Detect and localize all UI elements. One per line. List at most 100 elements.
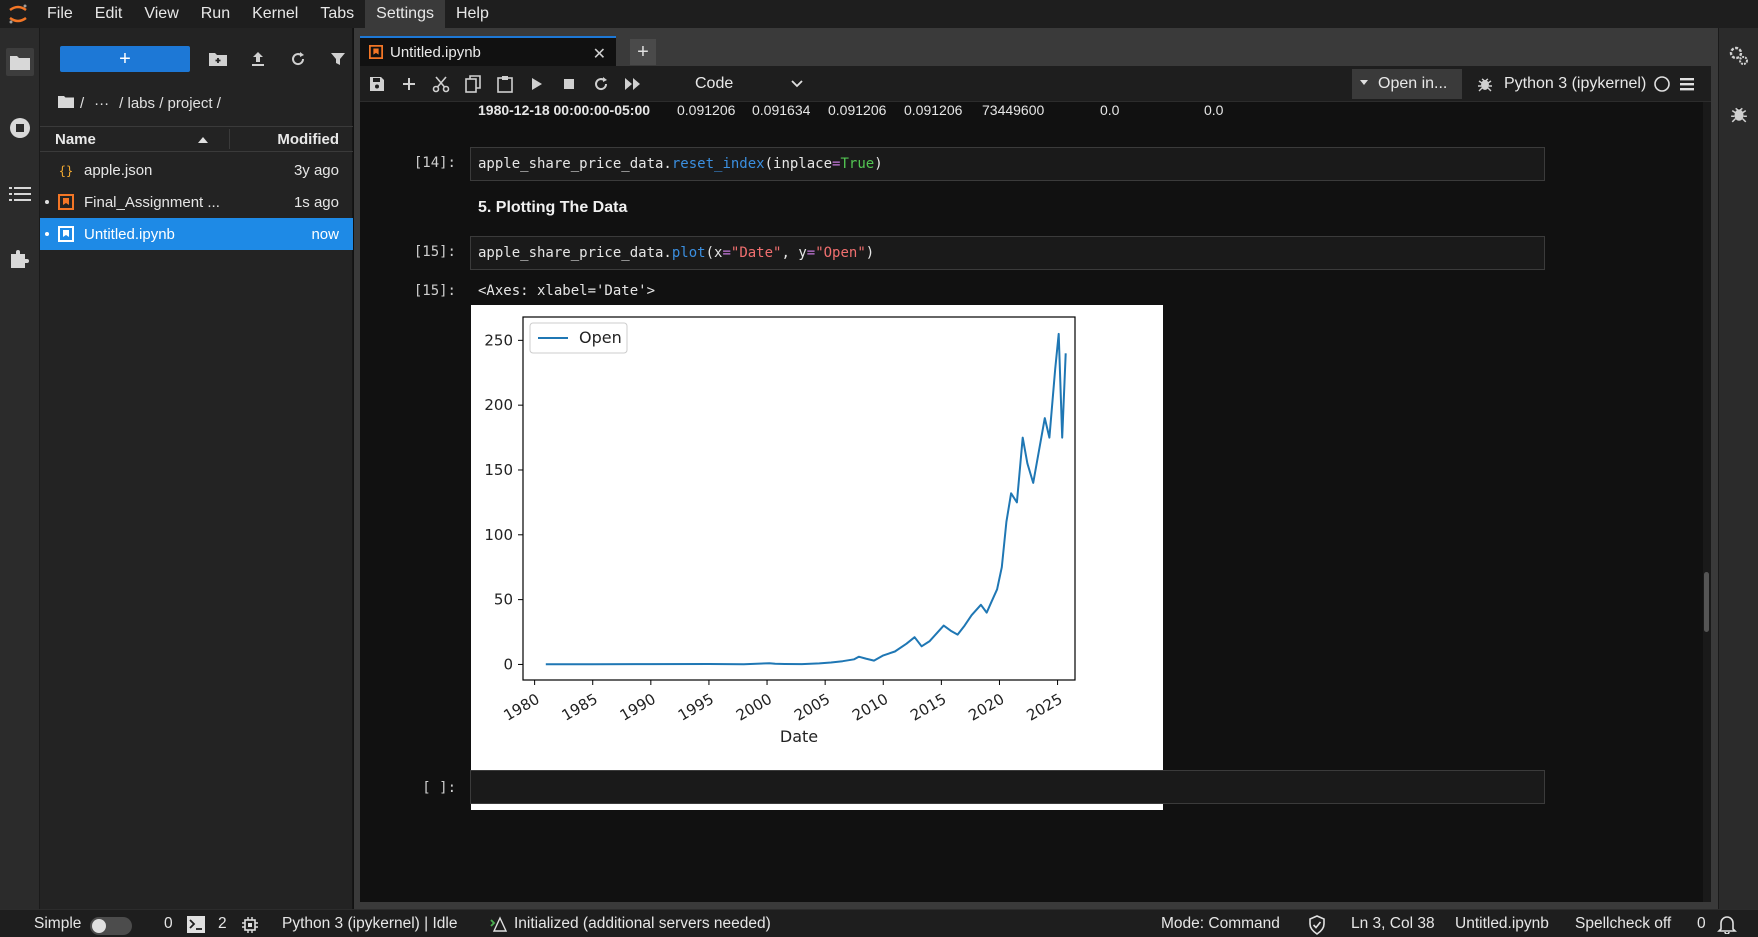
restart-run-all-icon[interactable]: [620, 71, 646, 97]
notebook-scrollbar[interactable]: [1703, 102, 1711, 902]
trusted-shield-icon: [1308, 915, 1326, 937]
stop-icon[interactable]: [556, 71, 582, 97]
code-token: apple_share_price_data.: [478, 245, 672, 261]
file-browser-toolbar: +: [40, 46, 353, 74]
code-token: True: [840, 156, 875, 172]
terminal-count[interactable]: 0: [164, 915, 173, 932]
column-modified-header[interactable]: Modified: [277, 130, 339, 148]
file-row-final-assignment[interactable]: Final_Assignment ... 1s ago: [40, 186, 353, 218]
y-tick-label: 0: [503, 655, 513, 673]
y-tick-label: 100: [484, 526, 513, 544]
column-divider[interactable]: [229, 129, 230, 149]
open-in-button[interactable]: Open in...: [1352, 69, 1462, 99]
new-folder-icon[interactable]: [205, 46, 231, 72]
menu-tabs[interactable]: Tabs: [320, 5, 355, 22]
filter-icon[interactable]: [325, 46, 351, 72]
notebook-icon: [57, 225, 75, 243]
y-tick-label: 50: [494, 591, 513, 609]
empty-code-cell[interactable]: [470, 770, 1545, 804]
save-icon[interactable]: [364, 71, 390, 97]
hamburger-menu-icon[interactable]: [1674, 71, 1700, 97]
debugger-icon[interactable]: [1472, 71, 1498, 97]
left-activity-bar: [0, 28, 40, 909]
file-row-apple-json[interactable]: {} apple.json 3y ago: [40, 154, 353, 186]
new-launcher-button[interactable]: +: [60, 46, 190, 72]
upload-icon[interactable]: [245, 46, 271, 72]
copy-icon[interactable]: [460, 71, 486, 97]
code-token: apple_share_price_data.: [478, 156, 672, 172]
scrollbar-thumb[interactable]: [1704, 572, 1709, 632]
file-modified: 3y ago: [293, 161, 339, 179]
file-name: Final_Assignment ...: [84, 193, 219, 211]
refresh-icon[interactable]: [285, 46, 311, 72]
open-in-label: Open in...: [1378, 75, 1448, 92]
code-cell-15[interactable]: apple_share_price_data.plot(x="Date", y=…: [470, 236, 1545, 270]
cut-icon[interactable]: [428, 71, 454, 97]
property-inspector-icon[interactable]: [1725, 42, 1753, 70]
restart-kernel-icon[interactable]: [588, 71, 614, 97]
y-tick-label: 250: [484, 331, 513, 349]
kernel-status[interactable]: Python 3 (ipykernel) | Idle: [282, 915, 458, 932]
cell-14-prompt: [14]:: [413, 155, 456, 171]
file-browser-panel: + / ··· / labs / project / Name: [40, 28, 353, 909]
file-name: apple.json: [84, 161, 153, 179]
running-indicator: [45, 232, 49, 236]
kernel-count[interactable]: 2: [218, 915, 227, 932]
markdown-heading: 5. Plotting The Data: [478, 199, 628, 216]
file-list: {} apple.json 3y ago Final_Assignment ..…: [40, 154, 353, 250]
cell-type-select[interactable]: Code: [695, 72, 803, 96]
menu-file[interactable]: File: [47, 5, 73, 22]
sort-ascending-icon[interactable]: [198, 131, 208, 148]
spellcheck-status[interactable]: Spellcheck off: [1575, 915, 1672, 932]
file-modified: 1s ago: [293, 193, 339, 211]
menu-view[interactable]: View: [144, 5, 179, 22]
df-index-cell: 1980-12-18 00:00:00-05:00: [478, 102, 651, 118]
current-file: Untitled.ipynb: [1455, 915, 1549, 932]
running-kernels-icon[interactable]: [6, 114, 34, 142]
cursor-position[interactable]: Ln 3, Col 38: [1351, 915, 1435, 932]
file-name: Untitled.ipynb: [84, 225, 175, 243]
run-icon[interactable]: [524, 71, 550, 97]
menu-help[interactable]: Help: [455, 5, 489, 22]
insert-cell-icon[interactable]: [396, 71, 422, 97]
extensions-icon[interactable]: [6, 245, 34, 273]
breadcrumb-path[interactable]: / labs / project /: [119, 94, 221, 112]
paste-icon[interactable]: [492, 71, 518, 97]
running-indicator: [45, 200, 49, 204]
folder-icon[interactable]: [6, 48, 34, 76]
cpu-chip-icon: [241, 916, 259, 937]
breadcrumb-root[interactable]: /: [80, 94, 85, 112]
column-name-header[interactable]: Name: [55, 130, 96, 148]
bell-icon[interactable]: [1717, 914, 1737, 937]
notebook-toolbar: Code Open in... Python 3 (ipykernel): [360, 66, 1711, 102]
df-cell: 0.0: [1204, 102, 1224, 118]
breadcrumb-root-folder-icon[interactable]: [58, 95, 74, 112]
simple-mode-toggle[interactable]: [90, 917, 132, 935]
menu-run[interactable]: Run: [200, 5, 231, 22]
main-area: Untitled.ipynb ✕ +: [354, 28, 1718, 909]
chevron-down-icon: [791, 76, 803, 94]
menu-kernel[interactable]: Kernel: [252, 5, 299, 22]
code-token: =: [806, 245, 816, 261]
kernel-name[interactable]: Python 3 (ipykernel): [1504, 75, 1647, 92]
file-modified: now: [311, 225, 339, 243]
tab-untitled-ipynb[interactable]: Untitled.ipynb ✕: [360, 36, 616, 66]
menu-settings[interactable]: Settings: [365, 0, 445, 28]
lsp-status[interactable]: Initialized (additional servers needed): [514, 915, 771, 932]
new-tab-button[interactable]: +: [630, 39, 656, 65]
close-icon[interactable]: ✕: [592, 46, 606, 63]
tab-bar: Untitled.ipynb ✕ +: [354, 36, 1718, 66]
df-cell: 0.091206: [828, 102, 887, 118]
file-row-untitled[interactable]: Untitled.ipynb now: [40, 218, 353, 250]
code-token: "Open": [815, 245, 866, 261]
output-15-prompt: [15]:: [413, 283, 456, 299]
df-cell: 0.0: [1100, 102, 1120, 118]
json-icon: {}: [57, 161, 75, 179]
df-cell: 73449600: [982, 102, 1045, 118]
notebook-content[interactable]: 1980-12-18 00:00:00-05:00 0.091206 0.091…: [360, 102, 1711, 902]
table-of-contents-icon[interactable]: [6, 180, 34, 208]
code-cell-14[interactable]: apple_share_price_data.reset_index(inpla…: [470, 147, 1545, 181]
breadcrumb-ellipsis[interactable]: ···: [94, 94, 110, 112]
menu-edit[interactable]: Edit: [94, 5, 123, 22]
debugger-panel-icon[interactable]: [1725, 100, 1753, 128]
